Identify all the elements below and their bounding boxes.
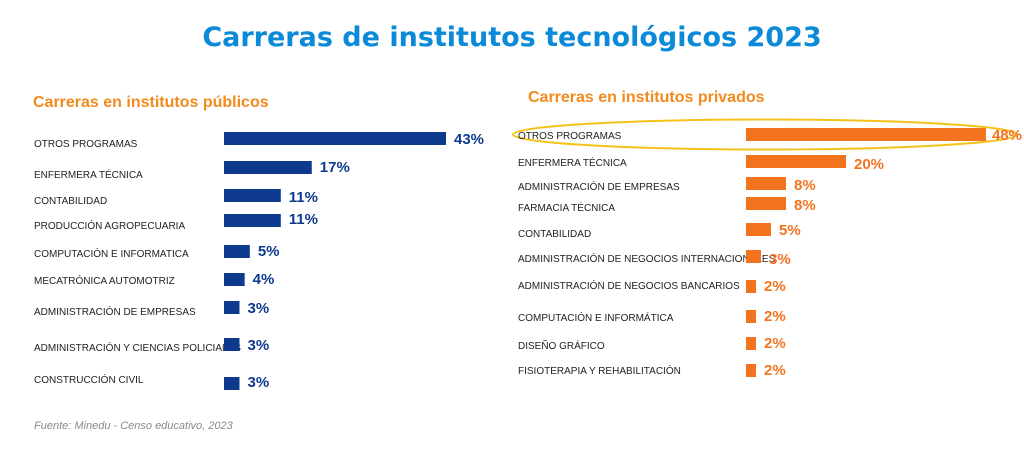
public-bar-mecatronica-automotriz [224, 273, 245, 286]
public-value-label-mecatronica-automotriz: 4% [253, 271, 275, 288]
public-value-label-administracion-y-ciencias-policiales: 3% [247, 337, 269, 354]
public-value-label-produccion-agropecuaria: 11% [289, 211, 318, 228]
public-category-label-administracion-de-empresas: ADMINISTRACIÓN DE EMPRESAS [34, 305, 196, 318]
private-bar-administracion-de-empresas [746, 177, 786, 190]
private-bar-administracion-de-negocios-internacionales [746, 250, 761, 263]
private-value-label-administracion-de-negocios-bancarios: 2% [764, 278, 786, 295]
public-category-label-administracion-y-ciencias-policiales: ADMINISTRACIÓN Y CIENCIAS POLICIALES [34, 341, 241, 354]
public-category-label-construccion-civil: CONSTRUCCIÓN CIVIL [34, 373, 144, 386]
public-category-label-enfermera-tecnica: ENFERMERA TÉCNICA [34, 168, 143, 181]
public-category-label-computacion-e-informatica: COMPUTACIÓN E INFORMATICA [34, 247, 189, 260]
private-category-label-administracion-de-negocios-bancarios: ADMINISTRACIÓN DE NEGOCIOS BANCARIOS [518, 279, 740, 292]
public-category-label-otros-programas: OTROS PROGRAMAS [34, 139, 138, 150]
private-value-label-administracion-de-negocios-internacionales: 3% [769, 251, 791, 268]
private-category-label-diseno-grafico: DISEÑO GRÁFICO [518, 339, 605, 352]
private-bar-contabilidad [746, 223, 771, 236]
public-value-label-otros-programas: 43% [454, 131, 484, 148]
private-bar-farmacia-tecnica [746, 197, 786, 210]
public-value-label-administracion-de-empresas: 3% [247, 300, 269, 317]
private-value-label-fisioterapia-y-rehabilitacion: 2% [764, 362, 786, 379]
private-value-label-contabilidad: 5% [779, 222, 801, 239]
public-bar-enfermera-tecnica [224, 161, 312, 174]
private-bar-administracion-de-negocios-bancarios [746, 280, 756, 293]
private-value-label-otros-programas: 48% [992, 127, 1022, 144]
private-chart-title: Carreras en institutos privados [528, 89, 765, 106]
public-value-label-computacion-e-informatica: 5% [258, 243, 280, 260]
public-chart-title: Carreras en institutos públicos [33, 94, 269, 111]
private-bar-computacion-e-informatica [746, 310, 756, 323]
private-category-label-contabilidad: CONTABILIDAD [518, 229, 591, 240]
public-chart: OTROS PROGRAMAS 43% ENFERMERA TÉCNICA 17% CO… [34, 131, 484, 391]
private-bar-otros-programas [746, 128, 986, 141]
public-value-label-enfermera-tecnica: 17% [320, 159, 350, 176]
source-note: Fuente: Minedu - Censo educativo, 2023 [34, 420, 233, 432]
private-value-label-computacion-e-informatica: 2% [764, 308, 786, 325]
page-title: Carreras de institutos tecnológicos 2023 [202, 22, 822, 53]
highlight-ellipse [512, 118, 1018, 151]
private-category-label-enfermera-tecnica: ENFERMERA TÉCNICA [518, 156, 627, 169]
public-value-label-construccion-civil: 3% [247, 374, 269, 391]
private-value-label-farmacia-tecnica: 8% [794, 197, 816, 214]
private-bar-diseno-grafico [746, 337, 756, 350]
private-value-label-enfermera-tecnica: 20% [854, 156, 884, 173]
public-bar-otros-programas [224, 132, 446, 145]
public-bar-administracion-de-empresas [224, 301, 240, 314]
private-category-label-fisioterapia-y-rehabilitacion: FISIOTERAPIA Y REHABILITACIÓN [518, 364, 681, 377]
public-bar-computacion-e-informatica [224, 245, 250, 258]
public-bar-construccion-civil [224, 377, 240, 390]
private-category-label-administracion-de-empresas: ADMINISTRACIÓN DE EMPRESAS [518, 180, 680, 193]
private-category-label-farmacia-tecnica: FARMACIA TÉCNICA [518, 201, 615, 214]
private-category-label-otros-programas: OTROS PROGRAMAS [518, 131, 622, 142]
public-bar-contabilidad [224, 189, 281, 202]
private-category-label-administracion-de-negocios-internacionales: ADMINISTRACIÓN DE NEGOCIOS INTERNACIONAL… [518, 252, 776, 265]
public-bar-produccion-agropecuaria [224, 214, 281, 227]
private-value-label-diseno-grafico: 2% [764, 335, 786, 352]
public-value-label-contabilidad: 11% [289, 189, 318, 206]
public-bar-administracion-y-ciencias-policiales [224, 338, 240, 351]
public-category-label-contabilidad: CONTABILIDAD [34, 196, 107, 207]
private-chart: OTROS PROGRAMAS 48% ENFERMERA TÉCNICA 20% AD… [512, 118, 1022, 379]
public-category-label-mecatronica-automotriz: MECATRÓNICA AUTOMOTRIZ [34, 274, 175, 287]
private-category-label-computacion-e-informatica: COMPUTACIÓN E INFORMÁTICA [518, 311, 674, 324]
private-value-label-administracion-de-empresas: 8% [794, 177, 816, 194]
private-bar-enfermera-tecnica [746, 155, 846, 168]
private-bar-fisioterapia-y-rehabilitacion [746, 364, 756, 377]
public-category-label-produccion-agropecuaria: PRODUCCIÓN AGROPECUARIA [34, 219, 185, 232]
